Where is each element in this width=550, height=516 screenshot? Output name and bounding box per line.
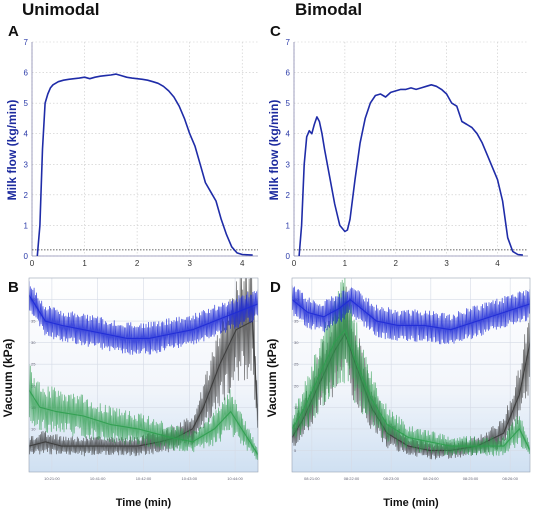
- y-tick-label: 35: [294, 319, 299, 324]
- y-tick-label: 2: [286, 191, 291, 200]
- vacuum-series-blue: [29, 281, 258, 355]
- vacuum-series-green-mean: [292, 328, 530, 451]
- heading-unimodal: Unimodal: [22, 0, 99, 19]
- y-tick-label: 35: [31, 319, 36, 324]
- series-group: [29, 278, 258, 460]
- y-tick-label: 3: [24, 160, 29, 169]
- x-axis-label: Time (min): [116, 497, 172, 509]
- y-axis-label: Milk flow (kg/min): [5, 100, 19, 201]
- x-tick-label: 2: [394, 259, 399, 268]
- y-tick-label: 4: [286, 130, 291, 139]
- x-tick-label: 4: [240, 259, 245, 268]
- x-tick-label: 2: [135, 259, 140, 268]
- x-tick-label: 08:25:00: [463, 476, 479, 481]
- vacuum-series-dark: [29, 278, 258, 457]
- x-tick-label: 0: [30, 259, 35, 268]
- plot-frame: [291, 277, 531, 473]
- x-tick-label: 08:26:00: [502, 476, 518, 481]
- x-tick-label: 1: [82, 259, 87, 268]
- y-axis-label: Vacuum (kPa): [265, 339, 279, 418]
- y-tick-label: 6: [286, 69, 291, 78]
- y-tick-label: 5: [24, 99, 29, 108]
- y-tick-label: 10: [31, 426, 36, 431]
- y-tick-label: 30: [294, 340, 299, 345]
- x-tick-label: 0: [292, 259, 297, 268]
- y-axis-label: Milk flow (kg/min): [267, 100, 281, 201]
- heading-bimodal: Bimodal: [295, 0, 362, 19]
- series-group: [292, 278, 530, 460]
- x-tick-label: 08:23:00: [383, 476, 399, 481]
- y-tick-label: 7: [24, 38, 29, 47]
- plot-frame: [28, 277, 259, 473]
- milk-flow-line: [298, 84, 523, 257]
- vacuum-series-green-mean: [29, 389, 258, 456]
- y-tick-label: 20: [294, 383, 299, 388]
- vacuum-series-green: [292, 278, 530, 457]
- x-tick-label: 10:44:00: [227, 476, 243, 481]
- y-tick-label: 20: [31, 383, 36, 388]
- x-tick-label: 1: [343, 259, 348, 268]
- y-tick-label: 1: [24, 221, 29, 230]
- panel-letter-d: D: [270, 279, 281, 296]
- x-tick-label: 10:42:00: [136, 476, 152, 481]
- milk-flow-line: [36, 73, 253, 257]
- y-tick-label: 5: [294, 448, 297, 453]
- x-tick-label: 4: [495, 259, 500, 268]
- x-axis-label: Time (min): [383, 497, 439, 509]
- panel-letter-a: A: [8, 23, 19, 40]
- y-tick-label: 5: [286, 99, 291, 108]
- y-axis-label: Vacuum (kPa): [1, 339, 15, 418]
- y-tick-label: 7: [286, 38, 291, 47]
- x-tick-label: 08:21:00: [304, 476, 320, 481]
- y-tick-label: 0: [286, 252, 291, 261]
- y-tick-label: 0: [24, 252, 29, 261]
- x-tick-label: 10:43:00: [182, 476, 198, 481]
- vacuum-series-blue-mean: [29, 294, 258, 339]
- y-tick-label: 1: [286, 221, 291, 230]
- y-tick-label: 2: [24, 191, 29, 200]
- y-tick-label: 40: [294, 297, 299, 302]
- x-tick-label: 3: [187, 259, 192, 268]
- x-tick-label: 08:22:00: [344, 476, 360, 481]
- x-tick-label: 3: [444, 259, 449, 268]
- vacuum-series-blue: [292, 285, 530, 345]
- panel-letter-c: C: [270, 23, 281, 40]
- panel-c-milk-flow-chart: 0 1 2 3 4 5 6 7 0 1 2 3 4 Milk flow (kg/min): [267, 38, 528, 268]
- x-tick-label: 10:41:00: [90, 476, 106, 481]
- y-tick-label: 6: [24, 69, 29, 78]
- x-tick-label: 08:24:00: [423, 476, 439, 481]
- vacuum-series-blue-mean: [292, 298, 530, 331]
- y-tick-label: 3: [286, 160, 291, 169]
- x-tick-label: 10:21:00: [44, 476, 60, 481]
- y-tick-label: 15: [294, 405, 299, 410]
- y-tick-label: 25: [294, 362, 299, 367]
- panel-letter-b: B: [8, 279, 19, 296]
- panel-a-milk-flow-chart: 0 1 2 3 4 5 6 7 0 1 2 3 4 Milk flow (kg/min): [5, 38, 258, 268]
- y-tick-label: 30: [31, 340, 36, 345]
- y-tick-label: 25: [31, 362, 36, 367]
- y-tick-label: 4: [24, 130, 29, 139]
- vacuum-series-green: [29, 364, 258, 460]
